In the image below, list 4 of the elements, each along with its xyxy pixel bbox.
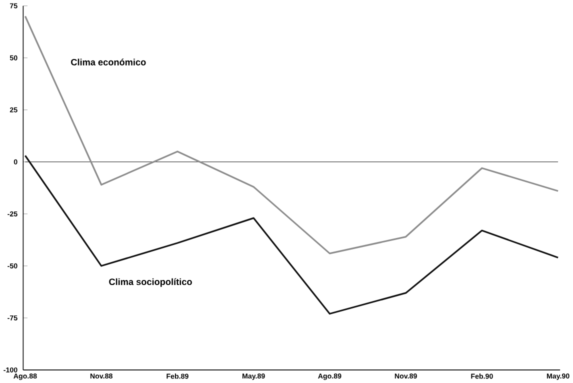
text: Clima económico [71,58,146,66]
line-series [24,15,559,254]
series-label: Clima sociopolítico [109,278,192,287]
line-series [24,154,559,314]
